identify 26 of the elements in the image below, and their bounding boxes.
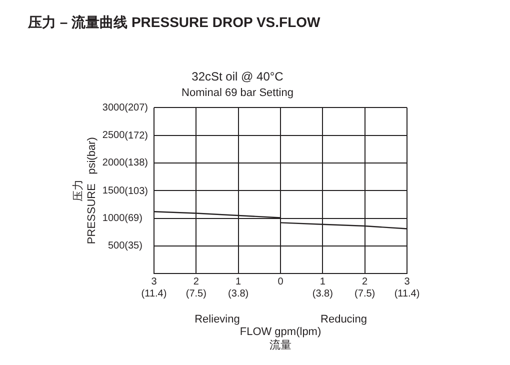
text: Relieving: [194, 314, 240, 326]
y-tick-label: 2000: [102, 158, 126, 169]
y-tick-label: 1000: [102, 213, 126, 224]
chart-subtitle: 32cSt oil @ 40°C: [192, 70, 284, 84]
y-tick-label: 2500: [102, 130, 126, 142]
x-tick-label: 2 (7.5): [186, 276, 206, 300]
text: Nominal 69 bar Setting: [182, 87, 294, 100]
text: Reducing: [320, 314, 367, 326]
x-tick-label: 1 (3.8): [228, 276, 249, 300]
y2-tick-label: (103): [124, 186, 148, 197]
y2-tick-label: (172): [124, 130, 148, 142]
y2-tick-label: (138): [124, 158, 148, 169]
y-tick-label: 500: [108, 240, 126, 252]
y2-tick-label: (69): [124, 213, 142, 224]
x-tick-label: 0: [278, 276, 284, 288]
chart-title: 压力 – 流量曲线 PRESSURE DROP VS.FLOW: [26, 13, 322, 32]
x-tick-label: 1 (3.8): [312, 276, 333, 300]
y2-tick-label: (207): [124, 102, 148, 114]
x-tick-label: 3 (11.4): [141, 276, 167, 300]
y-tick-label: 3000: [102, 102, 126, 114]
y-tick-label: 1500: [102, 185, 126, 196]
x-tick-label: 3 (11.4): [394, 276, 420, 300]
y2-tick-label: (35): [124, 240, 142, 252]
x-tick-label: 2 (7.5): [354, 276, 376, 300]
y-axis-title: 压力 PRESSURE psi(bar): [72, 137, 98, 244]
x-axis-title: FLOW gpm(lpm) 流量: [240, 326, 322, 352]
